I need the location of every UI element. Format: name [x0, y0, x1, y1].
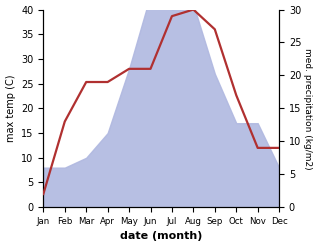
- X-axis label: date (month): date (month): [120, 231, 203, 242]
- Y-axis label: max temp (C): max temp (C): [5, 75, 16, 142]
- Y-axis label: med. precipitation (kg/m2): med. precipitation (kg/m2): [303, 48, 313, 169]
